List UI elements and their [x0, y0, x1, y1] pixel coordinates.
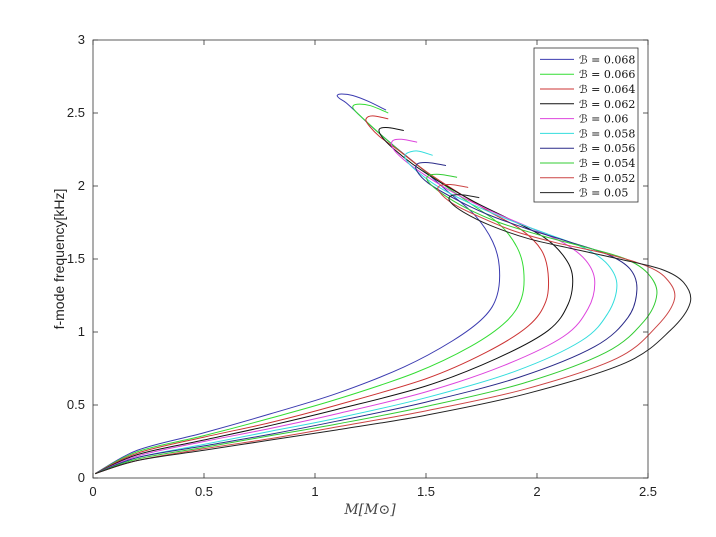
y-tick-label: 3: [78, 32, 85, 47]
y-tick-label: 1: [78, 324, 85, 339]
y-tick-label: 1.5: [67, 251, 85, 266]
x-tick-label: 2: [533, 484, 540, 499]
ticks-layer: 0 0.5 1 1.5 2 2.5 0 0.5 1 1.5 2 2.5 3: [67, 32, 657, 499]
legend-entry-7: ℬ = 0.054: [579, 157, 635, 170]
x-tick-label: 1: [311, 484, 318, 499]
y-tick-label: 0: [78, 470, 85, 485]
series-line-9: [95, 194, 692, 475]
series-line-2: [95, 115, 550, 475]
series-layer: [94, 93, 692, 475]
series-line-1: [94, 103, 525, 475]
series-line-8: [95, 183, 676, 475]
series-line-6: [95, 162, 638, 475]
series-line-7: [95, 173, 658, 475]
series-line-5: [95, 150, 618, 475]
series-line-4: [95, 138, 596, 475]
legend-entry-5: ℬ = 0.058: [579, 127, 635, 140]
legend-entry-4: ℬ = 0.06: [579, 113, 628, 126]
series-line-3: [95, 127, 574, 475]
x-tick-label: 0.5: [195, 484, 213, 499]
y-axis-label: f-mode frequency[kHz]: [51, 189, 67, 330]
legend-box: [533, 47, 639, 203]
legend: ℬ = 0.068 ℬ = 0.066 ℬ = 0.064 ℬ = 0.062 ℬ = …: [533, 47, 639, 203]
y-tick-label: 2.5: [67, 105, 85, 120]
legend-entry-0: ℬ = 0.068: [579, 53, 635, 66]
x-tick-label: 0: [89, 484, 96, 499]
legend-entry-1: ℬ = 0.066: [579, 68, 635, 81]
x-tick-label: 2.5: [639, 484, 657, 499]
legend-entry-8: ℬ = 0.052: [579, 172, 635, 185]
legend-entry-2: ℬ = 0.064: [579, 83, 635, 96]
x-tick-label: 1.5: [417, 484, 435, 499]
legend-entry-9: ℬ = 0.05: [579, 187, 628, 200]
legend-entry-3: ℬ = 0.062: [579, 98, 635, 111]
y-tick-label: 2: [78, 178, 85, 193]
y-tick-label: 0.5: [67, 397, 85, 412]
x-axis-label: M[M⊙]: [343, 502, 396, 518]
legend-entry-6: ℬ = 0.056: [579, 142, 635, 155]
